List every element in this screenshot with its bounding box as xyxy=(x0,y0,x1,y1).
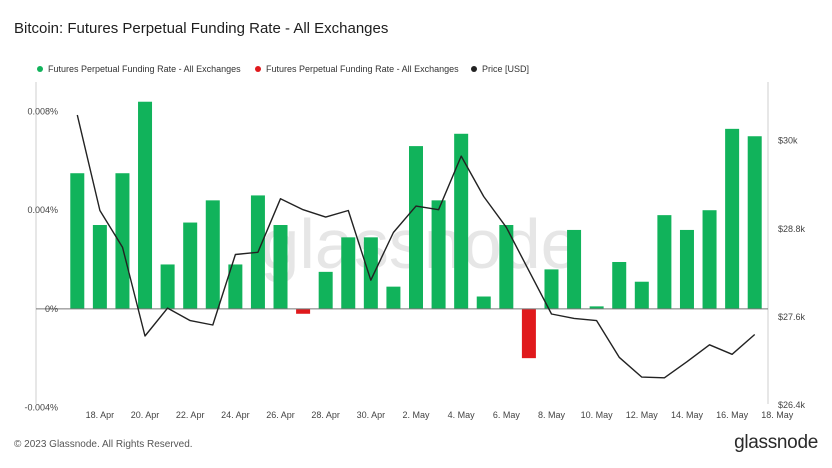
funding-rate-bar xyxy=(92,225,107,309)
funding-rate-bar xyxy=(363,237,378,309)
right-y-axis-ticks: $26.4k $27.6k $28.8k $30k xyxy=(778,136,806,410)
funding-rate-bar xyxy=(589,306,604,309)
funding-rate-bar xyxy=(679,229,694,309)
x-tick-label: 26. Apr xyxy=(266,410,295,420)
funding-rate-bar xyxy=(454,133,469,309)
price-line xyxy=(76,114,756,379)
left-y-tick-label: 0.004% xyxy=(27,205,58,215)
funding-rate-bar xyxy=(431,200,446,309)
funding-rate-bar xyxy=(183,222,198,309)
right-y-tick-label: $30k xyxy=(778,136,798,146)
x-tick-label: 24. Apr xyxy=(221,410,250,420)
funding-rate-bar xyxy=(409,146,423,309)
funding-rate-bar xyxy=(228,264,243,309)
x-tick-label: 4. May xyxy=(448,410,476,420)
funding-rate-bar xyxy=(160,264,175,309)
x-tick-label: 12. May xyxy=(626,410,659,420)
x-tick-label: 28. Apr xyxy=(311,410,340,420)
x-tick-label: 2. May xyxy=(402,410,430,420)
funding-rate-bar xyxy=(657,215,672,309)
funding-rate-bar xyxy=(567,229,582,309)
axes xyxy=(35,82,769,404)
x-tick-label: 18. May xyxy=(761,410,794,420)
funding-rate-bar xyxy=(273,225,288,309)
funding-rate-bar xyxy=(521,308,536,359)
price-series-line xyxy=(76,114,756,379)
funding-rate-bar xyxy=(70,173,85,309)
funding-rate-bar xyxy=(702,210,717,309)
right-y-tick-label: $27.6k xyxy=(778,312,806,322)
copyright-footer: © 2023 Glassnode. All Rights Reserved. xyxy=(14,439,193,450)
funding-rate-bars xyxy=(70,101,762,359)
funding-rate-bar xyxy=(341,237,356,309)
chart-title: Bitcoin: Futures Perpetual Funding Rate … xyxy=(14,20,389,37)
x-tick-label: 20. Apr xyxy=(131,410,160,420)
funding-rate-bar xyxy=(612,261,627,309)
funding-rate-bar xyxy=(318,271,333,309)
legend-label: Futures Perpetual Funding Rate - All Exc… xyxy=(48,64,241,74)
funding-rate-bar xyxy=(725,128,740,309)
legend-marker xyxy=(255,66,261,72)
x-axis-ticks: 18. Apr 20. Apr 22. Apr 24. Apr 26. Apr 28. A… xyxy=(86,410,794,420)
funding-rate-bar xyxy=(747,136,762,309)
right-y-tick-label: $26.4k xyxy=(778,400,806,410)
x-tick-label: 30. Apr xyxy=(357,410,386,420)
funding-rate-bar xyxy=(476,296,491,309)
legend-label: Futures Perpetual Funding Rate - All Exc… xyxy=(266,64,459,74)
legend-label: Price [USD] xyxy=(482,64,529,74)
funding-rate-bar xyxy=(386,286,401,309)
legend: Futures Perpetual Funding Rate - All Exc… xyxy=(37,64,529,74)
x-tick-label: 16. May xyxy=(716,410,749,420)
legend-marker xyxy=(471,66,477,72)
funding-rate-bar xyxy=(499,225,514,309)
left-y-axis-ticks: -0.004% 0% 0.004% 0.008% xyxy=(24,107,58,413)
left-y-tick-label: 0.008% xyxy=(27,107,58,117)
left-y-tick-label: -0.004% xyxy=(24,402,58,412)
right-y-tick-label: $28.8k xyxy=(778,224,806,234)
brand-logo: glassnode xyxy=(734,432,818,453)
legend-marker xyxy=(37,66,43,72)
funding-rate-bar xyxy=(115,173,130,309)
x-tick-label: 22. Apr xyxy=(176,410,205,420)
funding-rate-bar xyxy=(634,281,649,309)
x-tick-label: 8. May xyxy=(538,410,566,420)
left-y-tick-label: 0% xyxy=(45,304,58,314)
x-tick-label: 10. May xyxy=(581,410,614,420)
x-tick-label: 6. May xyxy=(493,410,521,420)
funding-rate-bar xyxy=(138,101,153,309)
funding-rate-bar xyxy=(296,308,311,314)
funding-rate-bar xyxy=(205,200,220,309)
x-tick-label: 18. Apr xyxy=(86,410,115,420)
funding-rate-bar xyxy=(544,269,559,309)
x-tick-label: 14. May xyxy=(671,410,704,420)
